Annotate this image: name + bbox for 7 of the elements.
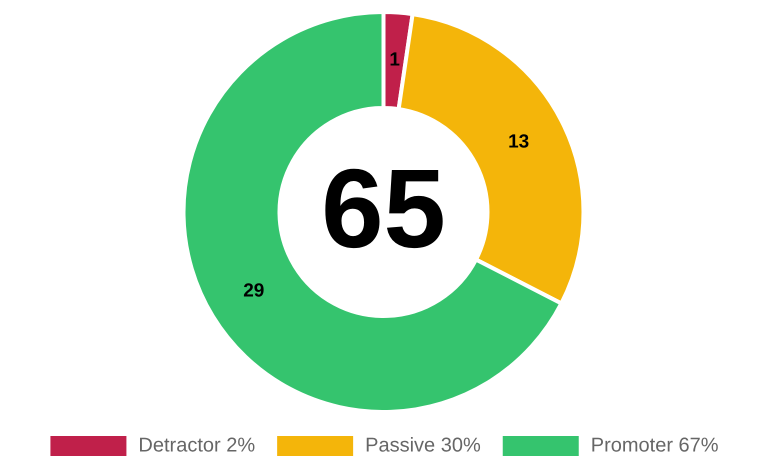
- text: 65: [321, 146, 446, 271]
- data-label: 13: [508, 132, 530, 153]
- legend-label: Passive 30%: [365, 434, 481, 457]
- legend-label: Detractor 2%: [138, 434, 256, 457]
- data-label: 29: [243, 280, 264, 302]
- legend-label: Promoter 67%: [590, 434, 719, 457]
- data-label: 1: [389, 50, 400, 71]
